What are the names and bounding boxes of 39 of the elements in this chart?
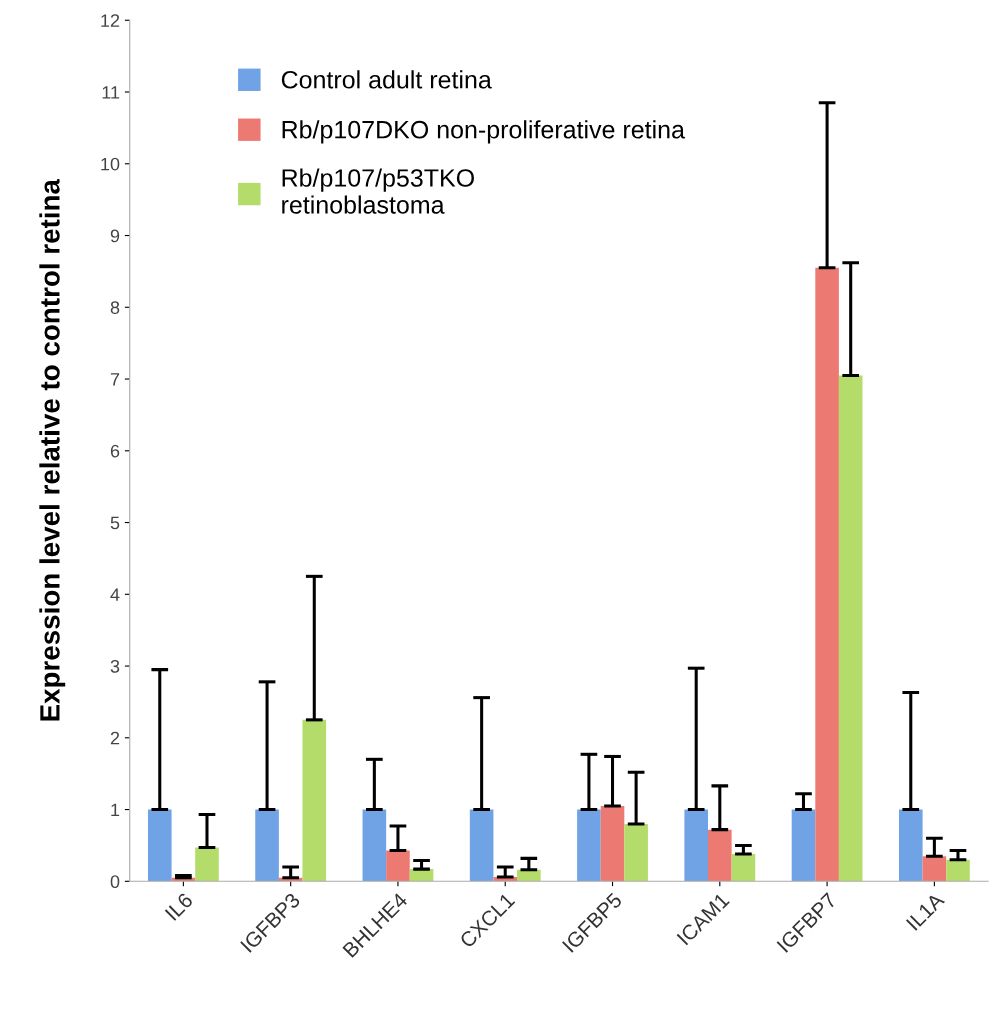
legend-label: Rb/p107/p53TKO retinoblastoma xyxy=(282,168,474,214)
bar xyxy=(708,829,732,882)
bar xyxy=(600,805,625,882)
bar xyxy=(815,267,839,882)
y-tick-label: 8 xyxy=(110,301,120,314)
y-tick-label: 10 xyxy=(101,157,120,171)
y-tick-label: 2 xyxy=(110,731,120,745)
bar xyxy=(469,809,494,882)
y-tick-label: 7 xyxy=(110,373,120,386)
y-tick-label: 3 xyxy=(110,659,120,673)
bar xyxy=(302,719,327,882)
y-tick-label: 9 xyxy=(110,229,120,243)
bar xyxy=(362,809,387,882)
bar xyxy=(922,856,947,882)
legend-label: Rb/p107DKO non-proliferative retina xyxy=(282,120,685,144)
y-tick-label: 1 xyxy=(111,803,120,817)
y-axis-title: Expression level relative to control retina xyxy=(39,178,66,721)
bar xyxy=(946,859,970,882)
legend-label: Control adult retina xyxy=(281,70,492,89)
bar xyxy=(517,869,541,882)
y-tick-label: 5 xyxy=(110,516,120,530)
y-tick-label: 12 xyxy=(101,14,120,27)
bar xyxy=(255,809,279,882)
bar xyxy=(731,854,756,882)
x-tick-label: IL6 xyxy=(164,892,194,921)
bar xyxy=(577,809,601,882)
y-tick-label: 0 xyxy=(110,875,120,889)
bar xyxy=(147,809,172,882)
bar xyxy=(624,823,648,882)
bar xyxy=(838,375,863,882)
bar xyxy=(898,809,923,882)
y-tick-label: 6 xyxy=(110,444,120,458)
y-tick-label: 11 xyxy=(102,86,120,99)
bar xyxy=(386,850,410,882)
bar xyxy=(684,809,709,882)
bar xyxy=(195,847,219,882)
bar xyxy=(791,809,816,882)
y-tick-label: 4 xyxy=(110,588,120,601)
x-tick-label: IL1A xyxy=(905,891,946,931)
